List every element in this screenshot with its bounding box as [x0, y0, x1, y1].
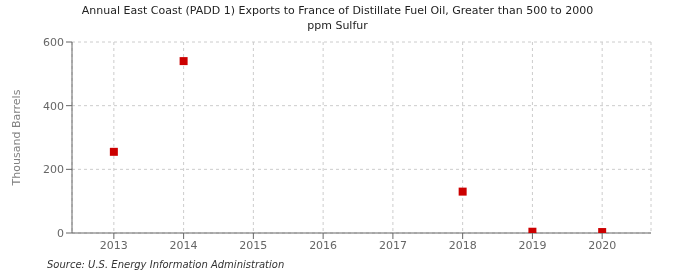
- svg-text:2017: 2017: [379, 239, 407, 252]
- svg-text:400: 400: [43, 100, 64, 113]
- html-text:Annual East Coast (PADD 1) Exp: Annual East Coast (PADD 1) Exports to Fr…: [81, 4, 594, 32]
- svg-text:600: 600: [43, 36, 64, 49]
- svg-text:2019: 2019: [518, 239, 546, 252]
- svg-text:2016: 2016: [309, 239, 337, 252]
- svg-text:Thousand Barrels: Thousand Barrels: [10, 89, 23, 186]
- svg-text:2013: 2013: [100, 239, 128, 252]
- svg-text:2014: 2014: [170, 239, 198, 252]
- svg-text:0: 0: [57, 227, 64, 240]
- html-text:Source: U.S. Energy Informatio: Source: U.S. Energy Information Administ…: [47, 259, 285, 270]
- svg-text:2020: 2020: [588, 239, 616, 252]
- svg-text:2015: 2015: [239, 239, 267, 252]
- svg-text:200: 200: [43, 163, 64, 176]
- svg-text:2018: 2018: [449, 239, 477, 252]
